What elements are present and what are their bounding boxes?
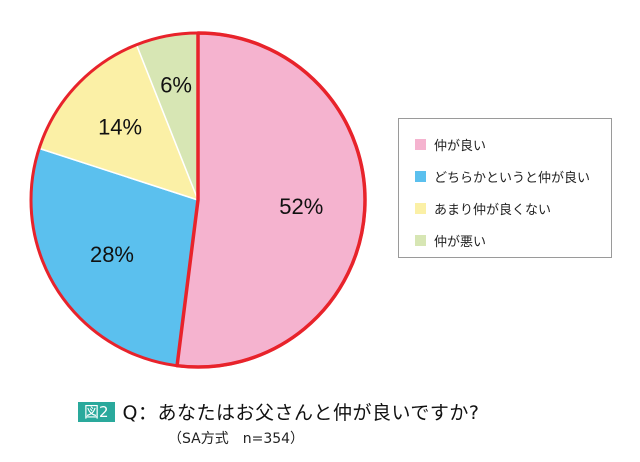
legend-label: どちらかというと仲が良い (434, 171, 591, 186)
legend-swatch (415, 139, 426, 150)
survey-note: （SA方式 n=354） (168, 431, 305, 447)
legend-item-somewhat-good: どちらかというと仲が良い (415, 167, 590, 186)
figure-badge: 図2 (78, 401, 115, 422)
question-title: Q：あなたはお父さんと仲が良いですか? (122, 402, 480, 424)
legend-item-bad: 仲が悪い (415, 231, 486, 250)
legend-label: あまり仲が良くない (434, 203, 552, 218)
chart-legend: 仲が良い どちらかというと仲が良い あまり仲が良くない 仲が悪い (398, 118, 612, 258)
legend-swatch (415, 171, 426, 182)
legend-swatch (415, 203, 426, 214)
pie-slice (176, 32, 366, 368)
legend-label: 仲が悪い (434, 235, 487, 250)
legend-swatch (415, 235, 426, 246)
pie-data-label: 6% (160, 73, 192, 98)
legend-item-good: 仲が良い (415, 135, 486, 154)
legend-label: 仲が良い (434, 139, 487, 154)
pie-data-label: 14% (98, 114, 142, 139)
legend-item-not-good: あまり仲が良くない (415, 199, 551, 218)
pie-border (29, 31, 367, 369)
pie-data-label: 52% (279, 194, 323, 219)
figure-caption: 図2 Q：あなたはお父さんと仲が良いですか? (78, 398, 480, 425)
pie-data-label: 28% (90, 242, 134, 267)
